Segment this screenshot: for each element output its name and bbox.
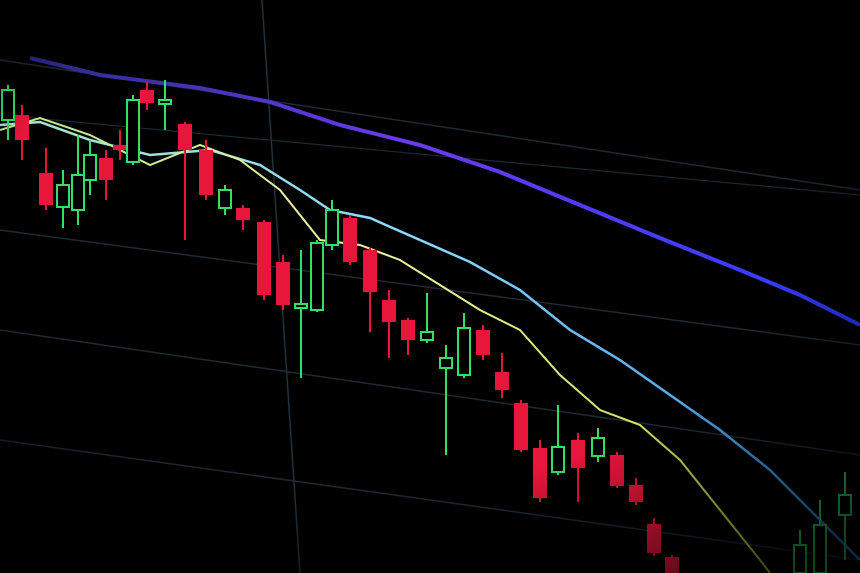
candlestick-chart-photo [0,0,860,573]
vignette [0,0,860,573]
